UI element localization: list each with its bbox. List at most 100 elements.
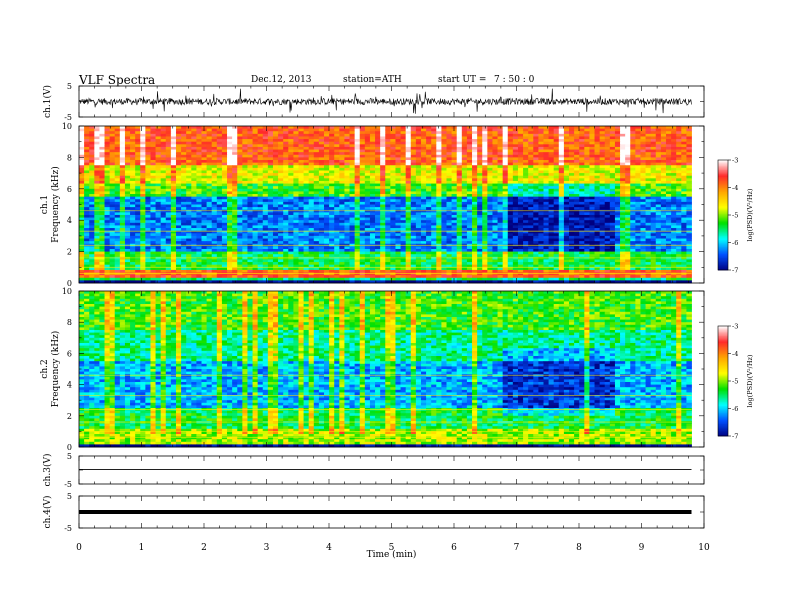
ch1-spectrogram-cell	[589, 214, 595, 218]
ch1-spectrogram-cell	[334, 162, 340, 166]
ch1-spectrogram-cell	[150, 188, 156, 192]
ch1-spectrogram-cell	[283, 207, 289, 211]
ch1-spectrogram-cell	[79, 146, 85, 150]
ch1-spectrogram-cell	[558, 214, 565, 218]
ch1-spectrogram-cell	[130, 228, 136, 232]
ch1-spectrogram-cell	[211, 146, 218, 150]
ch1-spectrogram-cell	[609, 194, 616, 198]
ch1-spectrogram-cell	[507, 167, 514, 171]
ch1-spectrogram-cell	[221, 157, 228, 161]
ch1-spectrogram-cell	[477, 199, 483, 203]
ch1-spectrogram-cell	[247, 180, 253, 184]
ch1-spectrogram-cell	[385, 175, 391, 179]
ch1-spectrogram-cell	[191, 154, 197, 158]
ch1-spectrogram-cell	[461, 186, 468, 190]
ch1-spectrogram-cell	[145, 165, 151, 169]
ch1-spectrogram-cell	[609, 154, 616, 158]
ch1-spectrogram-cell	[232, 126, 238, 130]
ch1-spectrogram-cell	[278, 139, 284, 143]
ch1-spectrogram-cell	[686, 149, 692, 153]
ch1-spectrogram-cell	[145, 228, 151, 232]
ch1-spectrogram-cell	[155, 199, 162, 203]
ch1-spectrogram-cell	[354, 165, 361, 169]
ch1-spectrogram-cell	[339, 131, 345, 135]
ch1-spectrogram-cell	[604, 201, 611, 205]
ch1-spectrogram-cell	[140, 146, 146, 150]
ch1-spectrogram-cell	[313, 165, 320, 169]
ch1-spectrogram-cell	[160, 207, 167, 211]
ch1-spectrogram-cell	[385, 214, 391, 218]
ch1-spectrogram-cell	[196, 212, 202, 216]
ch1-spectrogram-cell	[569, 162, 575, 166]
ch1-spectrogram-cell	[517, 146, 524, 150]
ch1-spectrogram-cell	[293, 146, 299, 150]
ch1-spectrogram-cell	[206, 141, 213, 145]
ch1-spectrogram-cell	[211, 131, 218, 135]
ch1-spectrogram-cell	[227, 214, 233, 218]
ch1-spectrogram-cell	[99, 217, 105, 221]
ch1-spectrogram-cell	[507, 157, 514, 161]
ch1-spectrogram-cell	[109, 180, 116, 184]
ch1-spectrogram-cell	[665, 220, 672, 224]
ch1-spectrogram-cell	[686, 165, 692, 169]
ch1-spectrogram-cell	[84, 212, 90, 216]
ch1-spectrogram-cell	[206, 152, 213, 156]
ch1-spectrogram-cell	[186, 196, 192, 200]
ch1-spectrogram-cell	[201, 154, 207, 158]
ch1-spectrogram-cell	[579, 173, 585, 177]
ch1-spectrogram-cell	[538, 204, 544, 208]
ch1-spectrogram-cell	[630, 214, 636, 218]
ch1-spectrogram-cell	[492, 154, 498, 158]
ch1-spectrogram-cell	[553, 204, 560, 208]
ch1-spectrogram-cell	[676, 188, 682, 192]
ch1-spectrogram-cell	[160, 230, 167, 234]
ch1-spectrogram-cell	[114, 170, 121, 174]
ch1-spectrogram-cell	[104, 133, 111, 137]
ch1-spectrogram-cell	[645, 222, 652, 226]
ch1-spectrogram-cell	[584, 199, 590, 203]
ch1-spectrogram-cell	[334, 228, 340, 232]
ch1-spectrogram-cell	[538, 175, 544, 179]
ch1-spectrogram-cell	[426, 220, 432, 224]
ch1-spectrogram-cell	[538, 154, 544, 158]
ch1-spectrogram-cell	[640, 160, 646, 164]
ch1-spectrogram-cell	[344, 165, 350, 169]
ch1-spectrogram-cell	[390, 160, 396, 164]
ch1-spectrogram-cell	[119, 220, 126, 224]
ch1-spectrogram-cell	[614, 162, 621, 166]
ch1-spectrogram-cell	[257, 165, 264, 169]
ch1-spectrogram-cell	[84, 230, 90, 234]
ch1-spectrogram-cell	[609, 136, 616, 140]
ch1-spectrogram-cell	[671, 160, 677, 164]
ch1-spectrogram-cell	[364, 225, 371, 229]
ch1-spectrogram-cell	[267, 128, 274, 132]
ch1-spectrogram-cell	[278, 173, 284, 177]
ch1-spectrogram-cell	[175, 222, 182, 226]
ch1-spectrogram-cell	[584, 196, 590, 200]
ch1-spectrogram-cell	[175, 220, 182, 224]
ch1-spectrogram-cell	[211, 188, 218, 192]
ch1-spectrogram-cell	[599, 207, 606, 211]
ch1-spectrogram-cell	[487, 207, 493, 211]
ch1-spectrogram-cell	[569, 146, 575, 150]
ch1-spectrogram-cell	[415, 194, 422, 198]
ch1-spectrogram-cell	[436, 228, 442, 232]
ch1-spectrogram-cell	[104, 154, 111, 158]
ch1-spectrogram-cell	[487, 222, 493, 226]
ch1-spectrogram-cell	[655, 178, 662, 182]
ch1-spectrogram-cell	[84, 126, 90, 130]
ch1-spectrogram-cell	[237, 141, 243, 145]
ch1-spectrogram-cell	[211, 175, 218, 179]
ch1-spectrogram-cell	[99, 220, 105, 224]
ch1-spectrogram-cell	[375, 230, 381, 234]
ch1-spectrogram-cell	[517, 201, 524, 205]
ch1-spectrogram-cell	[313, 222, 320, 226]
ch1-spectrogram-cell	[579, 188, 585, 192]
ch1-spectrogram-cell	[395, 160, 401, 164]
ch1-spectrogram-cell	[364, 141, 371, 145]
ch1-spectrogram-cell	[227, 180, 233, 184]
ch1-spectrogram-cell	[676, 141, 682, 145]
ch1-spectrogram-cell	[84, 144, 90, 148]
ch1-spectrogram-cell	[124, 178, 131, 182]
ch1-spectrogram-cell	[655, 204, 662, 208]
